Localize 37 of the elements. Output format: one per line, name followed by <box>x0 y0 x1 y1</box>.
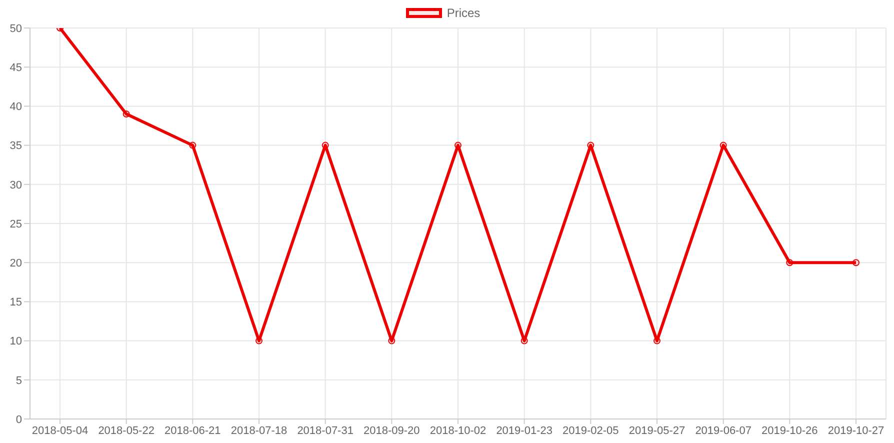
y-tick-label: 25 <box>10 218 22 230</box>
x-tick-label: 2018-06-21 <box>164 424 221 437</box>
x-tick-label: 2019-02-05 <box>562 424 619 437</box>
point <box>786 259 794 266</box>
x-tick-label: 2018-10-02 <box>430 424 486 437</box>
x-tick-label: 2019-10-26 <box>762 424 818 437</box>
legend-label: Prices <box>446 6 480 20</box>
y-tick-label: 20 <box>10 258 22 270</box>
point <box>654 337 660 344</box>
point <box>587 142 594 149</box>
x-tick-label: 2019-01-23 <box>496 424 552 437</box>
point <box>322 142 329 149</box>
point <box>454 142 462 149</box>
y-tick-label: 35 <box>10 140 22 152</box>
y-tick-label: 5 <box>16 374 22 387</box>
x-tick-label: 2018-05-22 <box>98 424 154 437</box>
x-tick-label: 2018-09-20 <box>364 424 420 437</box>
point <box>256 337 262 344</box>
x-tick-label: 2018-07-31 <box>297 424 354 437</box>
x-tick-label: 2019-05-27 <box>628 424 686 437</box>
point <box>189 142 196 149</box>
point <box>122 110 130 118</box>
point <box>520 337 528 344</box>
y-tick-label: 10 <box>10 336 22 348</box>
y-tick-label: 40 <box>10 101 22 114</box>
x-tick-label: 2019-06-07 <box>695 424 752 437</box>
point <box>388 337 396 344</box>
y-tick-label: 15 <box>10 296 22 309</box>
y-tick-label: 50 <box>10 22 22 35</box>
point <box>852 259 860 266</box>
x-tick-label: 2018-07-18 <box>230 424 288 437</box>
y-tick-label: 45 <box>10 62 22 74</box>
x-tick-label: 2018-05-04 <box>32 424 88 437</box>
x-tick-label: 2019-10-27 <box>828 424 884 437</box>
point <box>720 142 727 149</box>
y-tick-label: 30 <box>10 179 22 192</box>
y-tick-label: 0 <box>16 414 22 426</box>
